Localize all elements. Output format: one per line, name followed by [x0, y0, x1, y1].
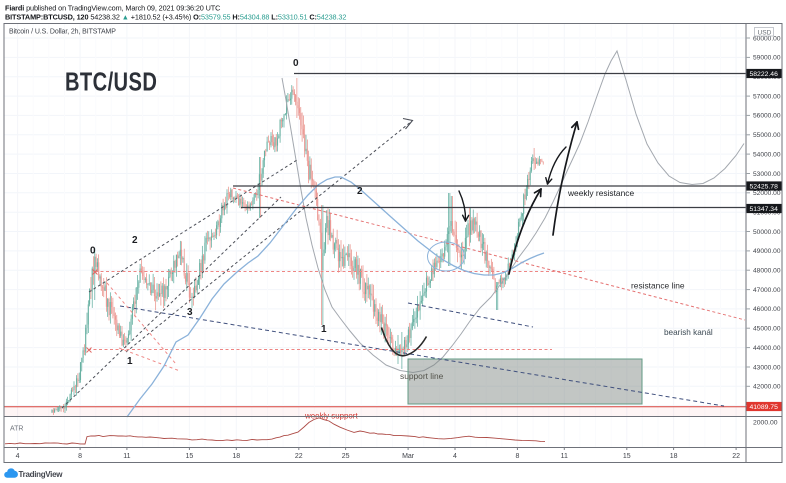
svg-text:Mar: Mar [402, 453, 415, 460]
svg-text:52000.00: 52000.00 [753, 190, 781, 197]
svg-text:4: 4 [453, 453, 457, 460]
svg-text:11: 11 [561, 453, 568, 460]
svg-text:47000.00: 47000.00 [753, 287, 781, 294]
svg-text:BTC/USD: BTC/USD [65, 67, 157, 96]
svg-text:Fiardi published on TradingVie: Fiardi published on TradingView.com, Mar… [5, 4, 220, 13]
svg-text:USD: USD [758, 29, 772, 36]
svg-text:22: 22 [295, 453, 303, 460]
svg-text:56000.00: 56000.00 [753, 113, 781, 120]
svg-text:TradingView: TradingView [19, 470, 64, 479]
svg-text:60000.00: 60000.00 [753, 35, 781, 42]
svg-text:15: 15 [623, 453, 631, 460]
svg-text:bearish kanál: bearish kanál [664, 328, 713, 337]
svg-text:Bitcoin / U.S. Dollar, 2h, BIT: Bitcoin / U.S. Dollar, 2h, BITSTAMP [9, 29, 116, 36]
svg-text:ATR: ATR [10, 426, 23, 433]
svg-text:42000.00: 42000.00 [753, 384, 781, 391]
svg-text:8: 8 [78, 453, 82, 460]
svg-text:52425.78: 52425.78 [750, 183, 779, 190]
svg-text:41089.75: 41089.75 [750, 404, 779, 411]
svg-text:48000.00: 48000.00 [753, 268, 781, 275]
svg-text:18: 18 [232, 453, 240, 460]
svg-text:51347.34: 51347.34 [750, 206, 779, 213]
svg-text:59000.00: 59000.00 [753, 55, 781, 62]
svg-text:BITSTAMP:BTCUSD, 120 54238.32: BITSTAMP:BTCUSD, 120 54238.32 ▲ +1810.52… [5, 13, 346, 22]
svg-text:45000.00: 45000.00 [753, 326, 781, 333]
svg-text:0: 0 [293, 58, 299, 69]
svg-text:1: 1 [321, 324, 327, 335]
svg-text:1: 1 [127, 356, 133, 367]
svg-text:54000.00: 54000.00 [753, 151, 781, 158]
svg-text:2: 2 [357, 186, 363, 197]
svg-text:25: 25 [342, 453, 350, 460]
svg-text:4: 4 [16, 453, 20, 460]
svg-text:2000.00: 2000.00 [753, 420, 778, 427]
svg-text:18: 18 [670, 453, 678, 460]
svg-text:43000.00: 43000.00 [753, 364, 781, 371]
svg-text:22: 22 [732, 453, 740, 460]
svg-text:weekly resistance: weekly resistance [567, 188, 634, 198]
svg-text:11: 11 [123, 453, 130, 460]
svg-text:support line: support line [400, 371, 444, 381]
svg-text:55000.00: 55000.00 [753, 132, 781, 139]
svg-text:57000.00: 57000.00 [753, 93, 781, 100]
svg-text:44000.00: 44000.00 [753, 345, 781, 352]
svg-text:3: 3 [187, 307, 193, 318]
svg-text:46000.00: 46000.00 [753, 306, 781, 313]
svg-text:0: 0 [90, 246, 96, 257]
svg-text:49000.00: 49000.00 [753, 248, 781, 255]
svg-text:53000.00: 53000.00 [753, 171, 781, 178]
svg-text:15: 15 [186, 453, 194, 460]
svg-text:8: 8 [515, 453, 519, 460]
svg-text:2: 2 [132, 235, 138, 246]
svg-text:58222.46: 58222.46 [750, 71, 779, 78]
svg-text:resistance line: resistance line [631, 281, 685, 291]
svg-text:50000.00: 50000.00 [753, 229, 781, 236]
